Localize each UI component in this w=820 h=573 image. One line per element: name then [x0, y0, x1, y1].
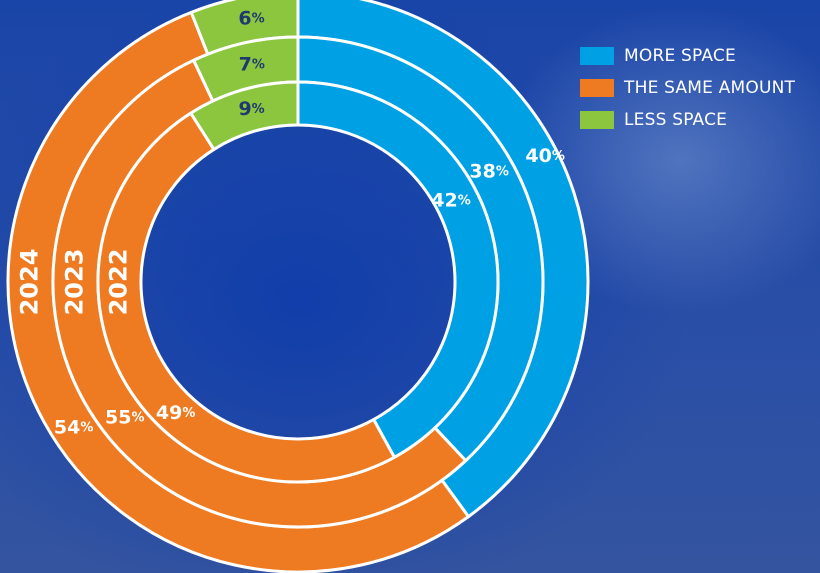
legend-label-less-space: LESS SPACE: [624, 110, 728, 130]
slice-2022-same-amount: [96, 111, 396, 484]
ring-label-2024: 2024: [16, 249, 44, 316]
ring-label-2022: 2022: [105, 249, 133, 316]
value-label-2023-same-amount: 55%: [105, 406, 144, 428]
legend-label-same-amount: THE SAME AMOUNT: [624, 78, 796, 98]
legend-label-more-space: MORE SPACE: [624, 46, 736, 66]
legend-swatch-same-amount: [580, 79, 614, 97]
value-label-2022-less-space: 9%: [238, 97, 264, 119]
legend-item-same-amount: THE SAME AMOUNT: [580, 72, 795, 104]
legend: MORE SPACE THE SAME AMOUNT LESS SPACE: [580, 40, 795, 136]
slice-2022-less-space: [189, 80, 300, 151]
legend-swatch-less-space: [580, 111, 614, 129]
value-label-2024-less-space: 6%: [238, 7, 264, 29]
value-label-2022-same-amount: 49%: [156, 402, 195, 424]
value-label-2023-more-space: 38%: [469, 160, 508, 182]
value-label-2024-more-space: 40%: [525, 145, 564, 167]
legend-swatch-more-space: [580, 47, 614, 65]
legend-item-more-space: MORE SPACE: [580, 40, 795, 72]
value-label-2024-same-amount: 54%: [54, 416, 93, 438]
value-label-2022-more-space: 42%: [431, 189, 470, 211]
ring-label-2023: 2023: [61, 249, 89, 316]
slice-2022-more-space: [296, 80, 500, 459]
legend-item-less-space: LESS SPACE: [580, 104, 795, 136]
value-label-2023-less-space: 7%: [239, 53, 265, 75]
